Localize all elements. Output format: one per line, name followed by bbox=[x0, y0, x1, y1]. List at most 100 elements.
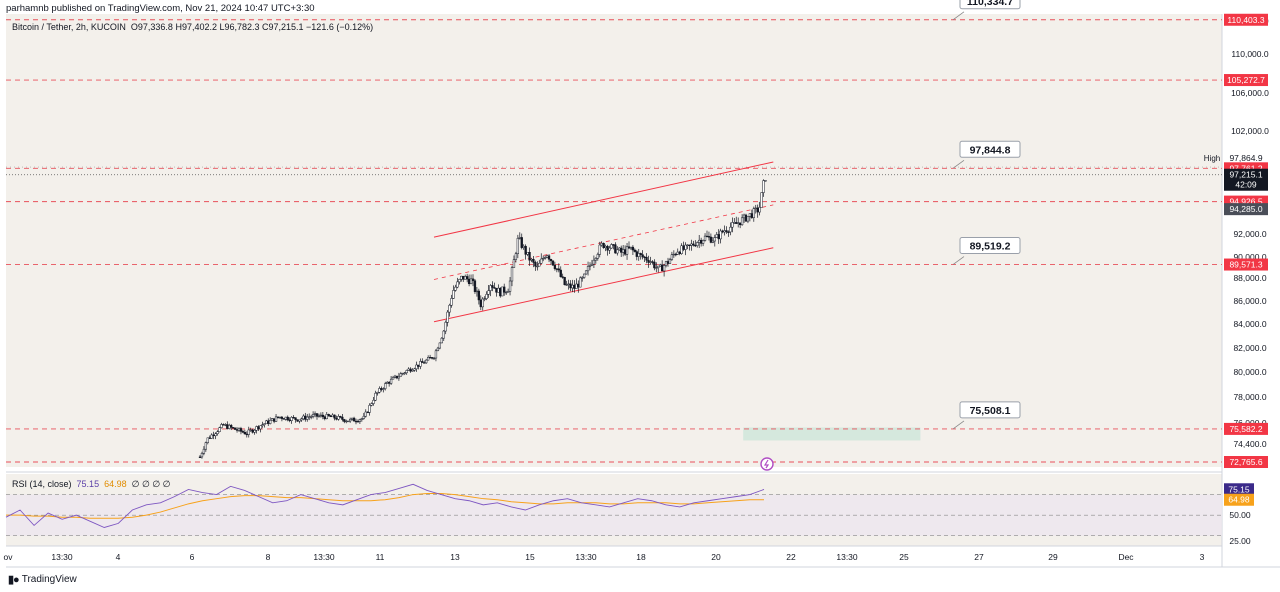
candle-body bbox=[282, 418, 286, 420]
candle-body bbox=[228, 425, 231, 429]
candle-body bbox=[501, 286, 504, 297]
candle-body bbox=[579, 277, 582, 288]
candle-body bbox=[740, 217, 744, 226]
tradingview-logo[interactable]: ▮● TradingView bbox=[8, 573, 77, 586]
level-tag: 94,926.5 bbox=[1229, 197, 1262, 207]
candle-body bbox=[645, 256, 648, 261]
candle-body bbox=[655, 267, 658, 269]
candle-body bbox=[251, 429, 254, 433]
last-price-tag: 97,215.1 bbox=[1229, 170, 1262, 180]
candle-body bbox=[495, 287, 498, 293]
callout-label: 89,519.2 bbox=[970, 241, 1011, 253]
rsi-value-tag-bg bbox=[1224, 483, 1254, 496]
candle-body bbox=[762, 180, 765, 193]
x-tick-label: ov bbox=[4, 552, 14, 562]
x-tick-label: 22 bbox=[786, 552, 796, 562]
rsi-name[interactable]: RSI (14, close) bbox=[12, 479, 72, 489]
candle-body bbox=[571, 284, 574, 289]
symbol-name[interactable]: Bitcoin / Tether, 2h, KUCOIN bbox=[12, 22, 126, 32]
candle-body bbox=[434, 350, 438, 359]
level-tag-bg bbox=[1224, 422, 1268, 435]
candle-body bbox=[497, 287, 500, 293]
candle-body bbox=[623, 249, 627, 255]
candle-body bbox=[417, 364, 420, 367]
candle-body bbox=[530, 258, 533, 261]
candle-body bbox=[271, 418, 274, 421]
candle-body bbox=[274, 416, 278, 422]
candle-body bbox=[218, 427, 221, 432]
x-tick-label: 13:30 bbox=[575, 552, 597, 562]
x-tick-label: 20 bbox=[711, 552, 721, 562]
candle-body bbox=[637, 253, 640, 257]
y-tick-label: 106,000.0 bbox=[1231, 88, 1269, 98]
callout-label: 97,844.8 bbox=[970, 144, 1011, 156]
candle-body bbox=[680, 245, 683, 254]
candle-body bbox=[493, 287, 496, 289]
candle-body bbox=[331, 414, 334, 418]
rsi-legend[interactable]: RSI (14, close) 75.15 64.98 ∅ ∅ ∅ ∅ bbox=[12, 479, 171, 490]
rsi-ma-tag-bg bbox=[1224, 493, 1254, 506]
candle-body bbox=[321, 414, 325, 417]
candle-body bbox=[721, 230, 724, 233]
candle-body bbox=[641, 254, 644, 258]
candle-body bbox=[473, 280, 477, 292]
candle-body bbox=[598, 244, 601, 255]
candle-body bbox=[522, 245, 525, 248]
symbol-legend[interactable]: Bitcoin / Tether, 2h, KUCOIN O97,336.8 H… bbox=[12, 22, 373, 32]
level-tag: 89,571.3 bbox=[1229, 260, 1262, 270]
rsi-line bbox=[5, 483, 765, 528]
candle-body bbox=[512, 259, 516, 268]
candle-body bbox=[308, 416, 311, 418]
candle-body bbox=[467, 278, 471, 284]
candle-body bbox=[319, 414, 323, 417]
candle-body bbox=[672, 253, 676, 256]
candle-body bbox=[503, 286, 506, 293]
candle-body bbox=[475, 290, 479, 293]
candle-body bbox=[399, 373, 403, 377]
candle-body bbox=[727, 231, 730, 233]
y-tick-label: 78,000.0 bbox=[1233, 392, 1266, 402]
high-price-label: 97,864.9 bbox=[1229, 153, 1262, 163]
rsi-extras: ∅ ∅ ∅ ∅ bbox=[131, 479, 171, 489]
candle-body bbox=[259, 425, 262, 430]
candle-body bbox=[583, 273, 586, 278]
candle-body bbox=[686, 244, 689, 246]
callout-pointer bbox=[952, 420, 965, 430]
tradingview-brand: TradingView bbox=[21, 574, 77, 585]
candle-body bbox=[666, 261, 670, 264]
candle-body bbox=[288, 419, 291, 421]
candle-body bbox=[651, 261, 654, 263]
y-tick-label: 90,000.0 bbox=[1233, 252, 1266, 262]
candle-body bbox=[233, 427, 237, 430]
candle-body bbox=[298, 419, 301, 422]
candle-body bbox=[725, 230, 728, 233]
candle-body bbox=[701, 240, 705, 244]
candle-body bbox=[454, 286, 457, 291]
candle-body bbox=[391, 377, 395, 380]
price-pane-bg bbox=[6, 14, 1222, 467]
candle-body bbox=[581, 277, 584, 279]
candle-body bbox=[471, 278, 475, 281]
candle-body bbox=[739, 222, 742, 226]
candle-body bbox=[526, 252, 529, 255]
rsi-ma-value: 64.98 bbox=[104, 479, 127, 489]
candle-body bbox=[491, 285, 494, 288]
candle-body bbox=[688, 244, 691, 246]
candle-body bbox=[737, 222, 740, 224]
candle-body bbox=[555, 268, 559, 270]
level-tag: 110,403.3 bbox=[1227, 15, 1264, 25]
candle-body bbox=[559, 269, 562, 277]
rsi-value-tag: 75.15 bbox=[1228, 484, 1250, 494]
candle-body bbox=[263, 423, 266, 425]
candle-body bbox=[386, 382, 389, 384]
alert-icon[interactable] bbox=[760, 457, 774, 471]
candle-body bbox=[499, 287, 502, 297]
candle-body bbox=[448, 304, 451, 313]
candle-body bbox=[627, 246, 631, 249]
candle-body bbox=[612, 244, 615, 246]
candle-body bbox=[352, 417, 356, 422]
y-tick-label: 80,000.0 bbox=[1233, 367, 1266, 377]
callout-box bbox=[959, 140, 1021, 158]
candle-body bbox=[569, 283, 572, 289]
